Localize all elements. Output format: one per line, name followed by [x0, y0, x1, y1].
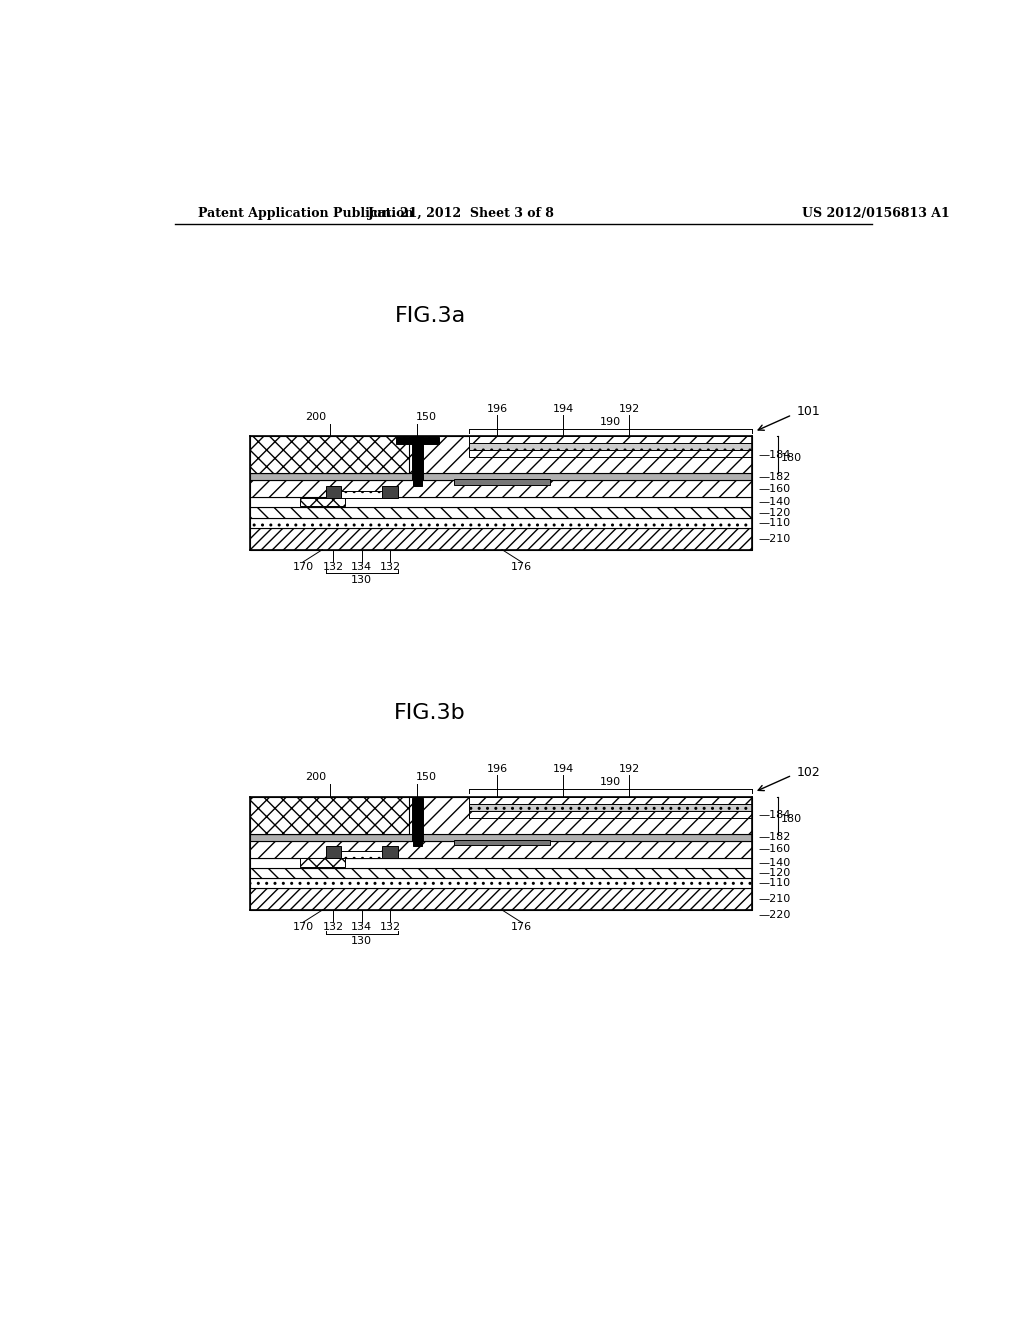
Bar: [251, 437, 752, 474]
Text: US 2012/0156813 A1: US 2012/0156813 A1: [802, 207, 950, 220]
Bar: [469, 804, 752, 810]
Bar: [414, 841, 422, 846]
Bar: [341, 851, 382, 858]
Bar: [326, 486, 341, 498]
Text: 176: 176: [511, 921, 531, 932]
Text: —220: —220: [758, 909, 791, 920]
Text: 196: 196: [486, 404, 508, 413]
Bar: [251, 867, 752, 878]
Text: FIG.3b: FIG.3b: [394, 702, 466, 723]
Text: 196: 196: [486, 764, 508, 774]
Text: —184: —184: [758, 450, 791, 459]
Bar: [251, 797, 409, 834]
Bar: [396, 437, 438, 444]
Text: 190: 190: [600, 417, 621, 426]
Text: 150: 150: [417, 772, 437, 783]
Text: 132: 132: [323, 561, 344, 572]
Text: 200: 200: [305, 412, 326, 422]
Text: 180: 180: [780, 453, 802, 463]
Text: 150: 150: [417, 412, 437, 422]
Text: —120: —120: [758, 869, 791, 878]
Text: 190: 190: [600, 777, 621, 787]
Text: 170: 170: [293, 561, 313, 572]
Text: —182: —182: [758, 471, 791, 482]
Text: 194: 194: [553, 404, 573, 413]
Text: 180: 180: [780, 813, 802, 824]
Bar: [469, 797, 752, 804]
Bar: [326, 846, 341, 858]
Bar: [412, 437, 423, 480]
Bar: [251, 437, 409, 474]
Bar: [251, 858, 752, 867]
Bar: [251, 498, 752, 507]
Bar: [469, 444, 752, 450]
Bar: [251, 834, 752, 841]
Text: —182: —182: [758, 832, 791, 842]
Bar: [251, 878, 752, 888]
Bar: [251, 474, 752, 480]
Bar: [300, 858, 345, 867]
Text: 130: 130: [351, 936, 372, 945]
Bar: [414, 480, 422, 486]
Bar: [251, 841, 752, 858]
Text: FIG.3a: FIG.3a: [394, 306, 466, 326]
Text: 132: 132: [379, 921, 400, 932]
Text: 132: 132: [379, 561, 400, 572]
Bar: [412, 797, 423, 841]
Text: —110: —110: [758, 517, 791, 528]
Bar: [469, 437, 752, 444]
Text: 176: 176: [511, 561, 531, 572]
Bar: [382, 486, 397, 498]
Text: —110: —110: [758, 878, 791, 888]
Text: 102: 102: [797, 766, 820, 779]
Text: —140: —140: [758, 498, 791, 507]
Bar: [341, 491, 382, 498]
Text: —184: —184: [758, 810, 791, 820]
Bar: [251, 888, 752, 909]
Bar: [251, 528, 752, 549]
Text: Jun. 21, 2012  Sheet 3 of 8: Jun. 21, 2012 Sheet 3 of 8: [368, 207, 555, 220]
Text: —160: —160: [758, 483, 791, 494]
Bar: [251, 797, 752, 834]
Text: 134: 134: [351, 561, 373, 572]
Text: 134: 134: [351, 921, 373, 932]
Bar: [469, 810, 752, 817]
Bar: [251, 507, 752, 517]
Text: 192: 192: [618, 404, 640, 413]
Text: 200: 200: [305, 772, 326, 783]
Bar: [251, 480, 752, 498]
Text: 192: 192: [618, 764, 640, 774]
Bar: [469, 450, 752, 457]
Text: 132: 132: [323, 921, 344, 932]
Text: 101: 101: [797, 405, 820, 418]
Text: 170: 170: [293, 921, 313, 932]
Text: —210: —210: [758, 894, 791, 904]
Bar: [300, 498, 345, 507]
Text: —140: —140: [758, 858, 791, 867]
Text: —160: —160: [758, 843, 791, 854]
Text: 194: 194: [553, 764, 573, 774]
Bar: [454, 840, 550, 845]
Bar: [454, 479, 550, 484]
Text: —210: —210: [758, 533, 791, 544]
Text: 130: 130: [351, 576, 372, 585]
Bar: [251, 517, 752, 528]
Text: —120: —120: [758, 508, 791, 517]
Text: Patent Application Publication: Patent Application Publication: [198, 207, 414, 220]
Bar: [382, 846, 397, 858]
